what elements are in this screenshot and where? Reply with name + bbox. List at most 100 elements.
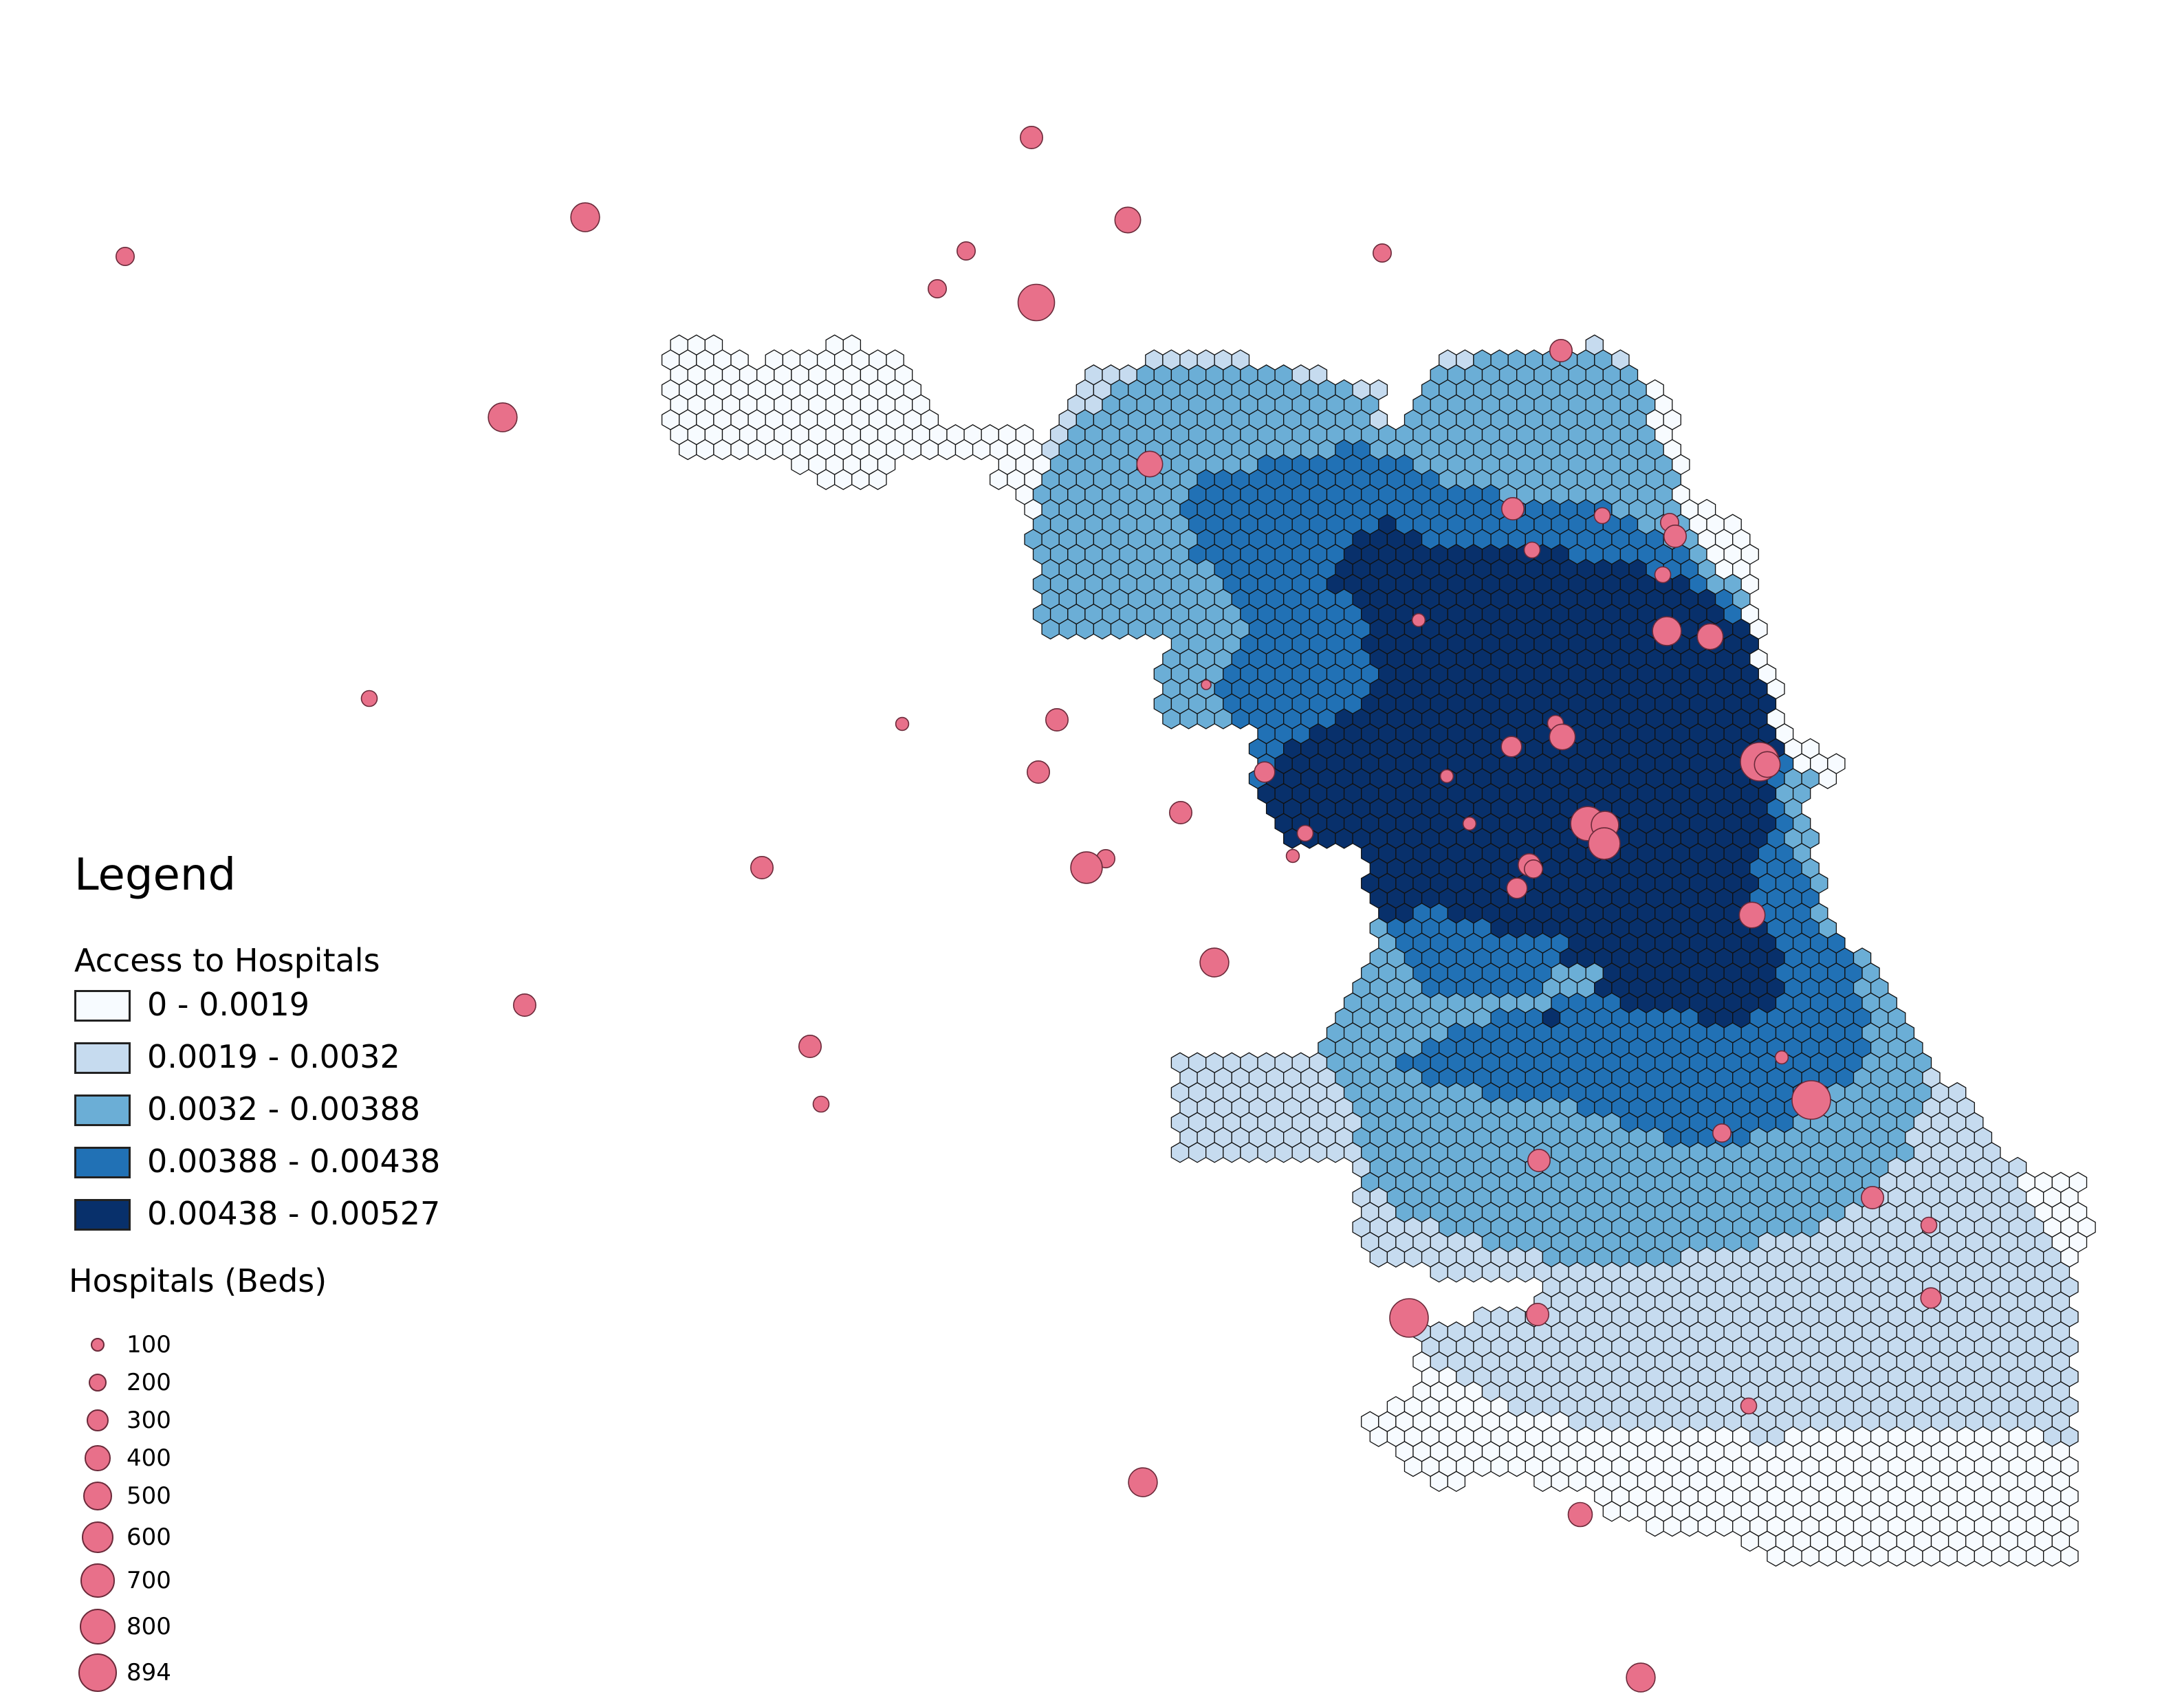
access-hexgrid-layer [661,334,2096,1567]
hospital-marker [1020,126,1044,150]
bed-size-label-7: 700 [127,1567,171,1594]
hex-cell [1568,1471,1586,1493]
bed-size-label-3: 300 [127,1407,171,1434]
hospital-marker [1389,1298,1429,1338]
hospital-marker [1740,1397,1758,1415]
hospital-marker [1549,723,1576,751]
hospital-marker [1045,708,1069,732]
hospital-marker [1738,901,1766,929]
hospital-marker [1920,1216,1938,1234]
bed-size-row-6: 600 [66,1517,341,1558]
hospital-marker [1500,736,1522,758]
class-3-label: 0.0032 - 0.00388 [147,1090,421,1128]
hospital-marker [1411,613,1426,628]
hospital-marker [1652,616,1682,646]
hex-cell [1619,1501,1639,1522]
hex-cell [1257,1142,1276,1163]
hospital-marker [1567,1502,1593,1528]
bed-size-dot-8 [79,1608,116,1645]
hex-cell [1326,1142,1345,1163]
hospital-marker [1527,1149,1551,1173]
hex-cell [1274,1142,1293,1163]
hospital-marker [1296,824,1314,842]
bed-size-label-4: 400 [127,1444,171,1472]
hospital-marker [1114,206,1142,234]
class-3-swatch [74,1094,131,1126]
hospital-marker [1754,751,1781,778]
hospital-marker [895,716,910,732]
hex-cell [1430,1262,1448,1283]
hospital-marker [1712,1123,1732,1143]
hospitals-legend-title: Hospitals (Beds) [69,1262,327,1299]
bed-size-label-9: 894 [127,1659,171,1686]
bed-size-row-4: 400 [66,1438,341,1479]
class-1-label: 0 - 0.0019 [147,986,310,1023]
hospital-marker [1017,283,1056,322]
bed-size-label-6: 600 [127,1524,171,1551]
hex-cell [869,469,887,490]
class-5-swatch [74,1199,131,1231]
hospitals-layer [116,126,1942,1693]
hospital-marker [1285,848,1300,864]
hex-cell [1464,1262,1483,1283]
bed-size-dot-7 [80,1563,115,1598]
hospital-marker [1920,1287,1942,1309]
hospital-marker [1169,801,1193,825]
hospital-marker [750,856,774,880]
hospital-marker [1199,947,1230,978]
hex-cell [1447,1471,1466,1493]
hospital-marker [1861,1186,1885,1210]
hospital-marker [957,241,976,261]
hex-cell [2060,1546,2079,1567]
bed-size-label-5: 500 [127,1482,171,1510]
bed-size-dot-9 [78,1653,117,1692]
hospital-marker [1136,450,1164,478]
bed-size-dot-3 [86,1409,109,1432]
hex-cell [1516,1262,1535,1283]
hospital-marker [1439,769,1454,784]
hospital-marker [1593,507,1611,525]
bed-size-dot-1 [91,1338,105,1352]
hospital-marker [1523,541,1541,559]
hospital-marker [1027,760,1051,784]
hex-cell [1188,1142,1207,1163]
hospital-marker [1696,623,1724,650]
hospital-marker [1524,859,1544,879]
hospital-marker [1663,524,1688,548]
bed-size-label-1: 100 [127,1331,171,1358]
class-2-label: 0.0019 - 0.0032 [147,1038,400,1075]
bed-size-row-2: 200 [66,1362,341,1403]
hex-cell [1481,1262,1500,1283]
hospital-marker [1526,1303,1550,1327]
hospital-marker [1128,1467,1158,1497]
hex-cell [1291,1142,1311,1163]
hospital-marker [798,1035,822,1059]
class-1-swatch [74,990,131,1022]
hospital-marker [360,690,378,707]
hospital-marker [928,278,948,298]
hospital-marker [1588,827,1621,860]
bed-size-row-8: 800 [66,1606,341,1647]
hex-cell [1740,1530,1759,1552]
hex-cell [1602,1501,1621,1522]
hex-cell [1205,1142,1224,1163]
bed-size-dot-5 [83,1482,112,1510]
hospital-marker [1506,877,1528,899]
bed-size-row-3: 300 [66,1400,341,1441]
hospital-marker [1373,243,1393,263]
hospital-marker [1462,816,1477,831]
bed-size-label-2: 200 [127,1369,171,1396]
bed-size-row-1: 100 [66,1324,341,1365]
bed-size-row-5: 500 [66,1475,341,1517]
class-5-label: 0.00438 - 0.00527 [147,1195,441,1232]
bed-size-dot-2 [88,1373,107,1392]
hospital-marker [1070,851,1103,884]
hex-cell [1430,1471,1448,1493]
hospital-marker [488,402,518,432]
hospital-marker [116,246,135,266]
hex-cell [1447,1262,1466,1283]
hex-cell [1818,768,1837,789]
hospital-marker [1201,679,1212,690]
bed-size-row-7: 700 [66,1560,341,1601]
